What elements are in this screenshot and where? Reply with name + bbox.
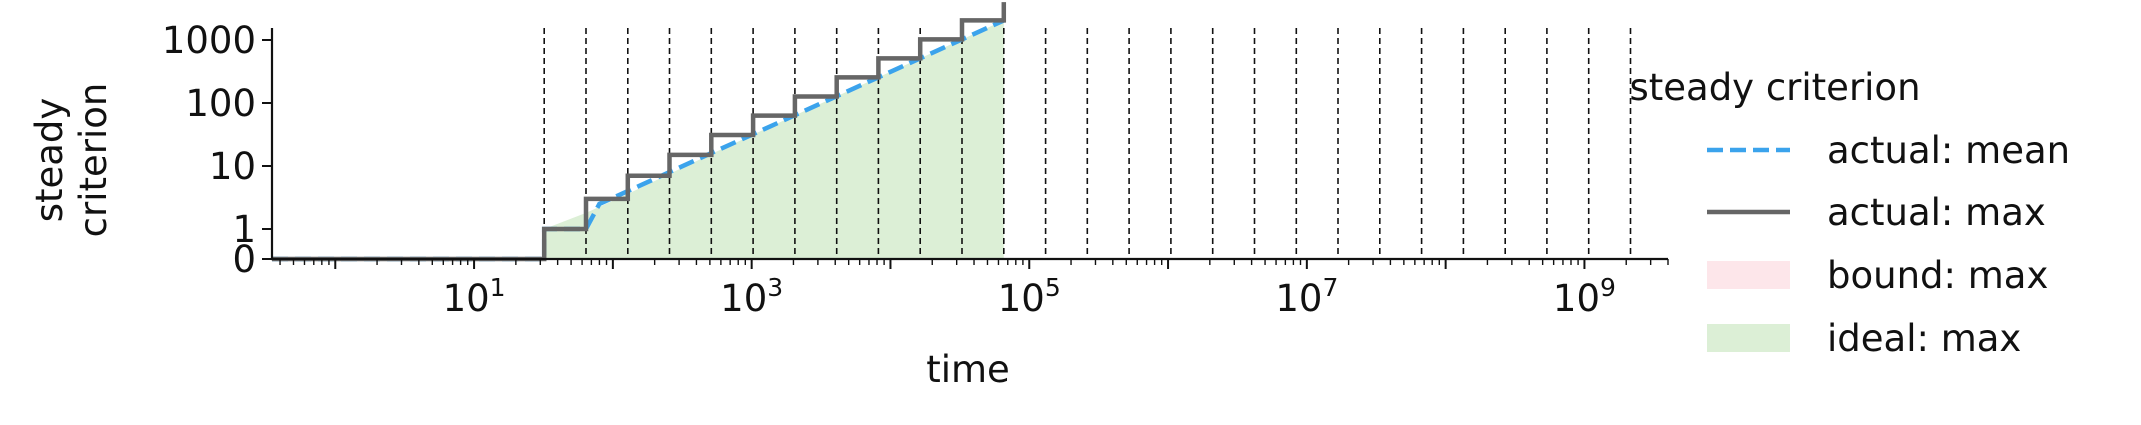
y-tick-label-3: 100 [185,82,256,125]
x-tick-label-2: 105 [998,273,1061,320]
x-tick-label-3: 107 [1275,273,1338,320]
legend-entry-0: actual: mean [1707,129,2070,172]
legend-swatch-patch [1707,261,1790,289]
x-tick-label-4: 109 [1553,273,1616,320]
x-tick-exponent: 7 [1322,273,1338,302]
legend-entry-1: actual: max [1707,191,2046,234]
x-tick-exponent: 9 [1600,273,1616,302]
x-tick-base: 10 [720,277,767,320]
x-axis-title: time [926,348,1010,391]
legend: steady criterion actual: mean actual: max b… [1629,66,2070,360]
x-tick-base: 10 [998,277,1045,320]
y-tick-label-4: 1000 [162,19,256,62]
y-tick-label-0: 0 [232,238,256,281]
y-axis-title-line-0: steady [28,98,71,223]
actual-max-line [272,2,1007,262]
legend-label-2: bound: max [1827,254,2048,297]
x-tick-label-1: 103 [720,273,783,320]
plot-area [272,2,1632,262]
x-tick-base: 10 [1553,277,1600,320]
legend-entry-2: bound: max [1707,254,2048,297]
legend-label-1: actual: max [1827,191,2046,234]
y-axis-title-line-1: criterion [72,83,115,238]
legend-swatch-patch [1707,324,1790,352]
x-tick-exponent: 1 [490,273,506,302]
y-tick-label-1: 1 [232,208,256,251]
x-tick-base: 10 [1275,277,1322,320]
y-tick-label-2: 10 [209,145,256,188]
legend-title: steady criterion [1629,66,1920,109]
legend-label-0: actual: mean [1827,129,2070,172]
x-tick-label-0: 101 [443,273,506,320]
legend-label-3: ideal: max [1827,317,2021,360]
legend-entry-3: ideal: max [1707,317,2021,360]
x-tick-exponent: 5 [1045,273,1061,302]
ideal-max-area [544,20,1004,260]
x-tick-exponent: 3 [767,273,783,302]
x-tick-base: 10 [443,277,490,320]
